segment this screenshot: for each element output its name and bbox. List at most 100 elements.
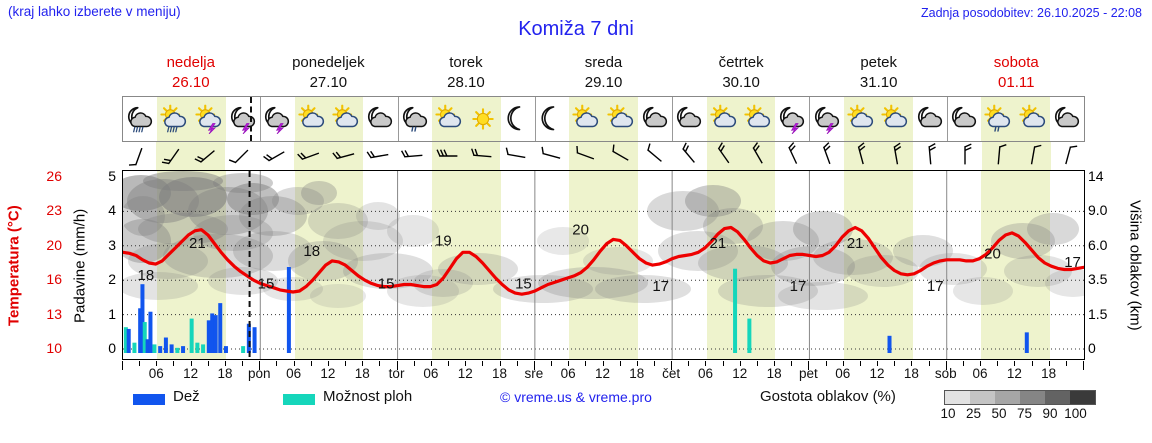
weather-icon-night-cloud-storm [810,97,844,141]
x-axis-ticks [122,361,1085,370]
precipitation-bar [201,344,206,353]
wind-barb [122,142,156,170]
cloud-height-tick: 14 [1088,168,1104,184]
x-tick [791,361,793,366]
wind-barb [569,142,604,170]
wind-barb [844,142,879,170]
precipitation-bar [1024,332,1029,353]
day-date: 29.10 [584,74,623,91]
wind-barb [603,142,638,170]
daylight-band [740,171,776,359]
x-label: sob [934,366,957,381]
x-tick [1031,361,1033,366]
wind-barb [672,142,706,170]
x-tick [533,361,535,370]
cloud-density-step [970,391,995,404]
day-separator [946,97,948,141]
cloud-density-scale [944,390,1096,405]
day-date: 26.10 [172,74,210,91]
menu-hint-text: (kraj lahko izberete v meniju) [8,4,181,19]
x-tick [1083,361,1084,370]
precipitation-bar [145,339,150,353]
day-name: nedelja [166,54,215,71]
precipitation-tick: 3 [108,236,116,253]
wind-barb [397,142,431,170]
temperature-label: 15 [515,275,532,292]
x-label: 06 [286,366,302,381]
temperature-tick: 23 [46,202,62,219]
cloud-density-number: 90 [1042,406,1058,421]
precipitation-bar [286,267,291,353]
wind-barb [1051,142,1085,170]
x-tick [551,361,553,366]
wind-barb [363,142,397,170]
cloud-density-number: 100 [1064,406,1087,421]
meteogram-canvas: 18 21 15 18 15 19 15 20 17 21 17 21 17 20 17 [123,171,1084,359]
copyright-link[interactable]: © vreme.us & vreme.pro [500,389,652,405]
wind-barb [913,142,947,170]
precipitation-bar [747,318,752,353]
x-tick [224,361,226,366]
cloud-height-tick: 3.5 [1088,271,1108,288]
weather-icon-night-clear [535,97,569,141]
weather-icon-sun-cloud [706,97,741,141]
day-header-row: nedelja 26.10 ponedeljek 27.10 torek 28.10 sre… [122,52,1085,94]
weather-icon-sun [466,97,501,141]
precipitation-axis-title: Padavine (mm/h) [71,208,89,324]
temperature-label: 17 [1064,254,1081,271]
x-tick [585,361,587,366]
x-tick [345,361,347,366]
daylight-band [981,171,1016,359]
temperature-label: 17 [927,278,944,295]
precipitation-bar [126,328,131,353]
temperature-tick: 10 [46,340,62,356]
x-tick [928,361,930,366]
weather-icon-night-cloud-rain [123,97,157,141]
weather-icon-sun-cloud [294,97,329,141]
wind-barb [465,142,501,170]
precipitation-bar [140,284,145,353]
daylight-band [1015,171,1050,359]
weather-icon-sun-cloud-rain [157,97,192,141]
temperature-tick: 16 [46,271,62,288]
precipitation-tick: 0 [108,340,116,356]
temperature-label: 19 [435,232,452,249]
wind-barb [225,142,259,170]
temperature-axis-ticks: 26 23 20 16 13 10 [28,168,62,360]
cloud-density-legend-label: Gostota oblakov (%) [760,388,896,405]
weather-icon-night-cloud-drizzle [398,97,432,141]
weather-icon-night-cloud-storm [775,97,809,141]
x-tick [259,361,261,370]
x-tick [671,361,673,370]
wind-barb [741,142,776,170]
x-label: 06 [972,366,988,381]
precipitation-tick: 5 [108,168,116,184]
current-time-marker [249,97,252,141]
precipitation-tick: 2 [108,271,116,288]
weather-icon-night-cloud [947,97,981,141]
temperature-tick: 26 [46,168,62,184]
x-tick [156,361,158,366]
weather-icon-night-cloud [638,97,672,141]
weather-icon-sun-cloud [603,97,638,141]
temperature-tick: 20 [46,236,62,253]
precipitation-bar [123,327,128,353]
x-tick [396,361,398,370]
precipitation-bar [246,323,251,353]
x-label: 18 [629,366,645,381]
day-name: petek [860,54,898,71]
cloud-density-step [945,391,970,404]
weather-icon-sun-cloud [431,97,467,141]
wind-barb [878,142,913,170]
x-tick [997,361,999,366]
x-tick [774,361,776,366]
precipitation-bar [163,337,168,353]
x-label: 18 [1041,366,1057,381]
x-tick [568,361,570,366]
x-tick [945,361,947,370]
temperature-label: 21 [710,235,727,252]
x-label: 12 [594,366,611,381]
x-tick [636,361,638,366]
wind-barb [293,142,329,170]
cloud-height-tick: 1.5 [1088,305,1108,322]
